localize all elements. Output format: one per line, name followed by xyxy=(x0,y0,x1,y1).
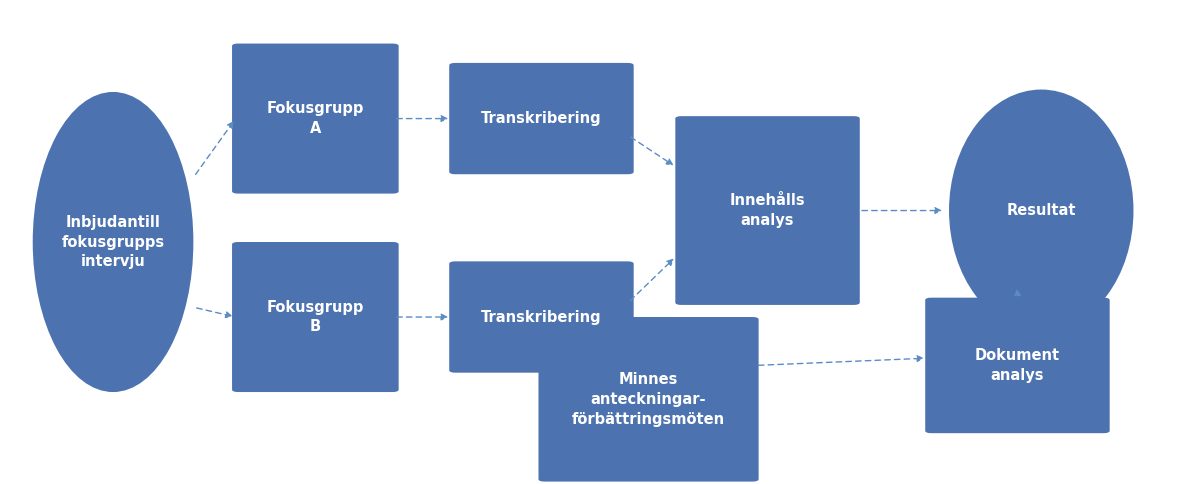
FancyBboxPatch shape xyxy=(450,63,633,174)
FancyBboxPatch shape xyxy=(232,44,399,194)
Ellipse shape xyxy=(32,92,193,392)
FancyBboxPatch shape xyxy=(232,242,399,392)
Text: Inbjudantill
fokusgrupps
intervju: Inbjudantill fokusgrupps intervju xyxy=(62,215,164,269)
Text: Transkribering: Transkribering xyxy=(481,310,602,324)
Text: Minnes
anteckningar-
förbättringsmöten: Minnes anteckningar- förbättringsmöten xyxy=(572,372,725,426)
Text: Resultat: Resultat xyxy=(1007,203,1076,218)
Ellipse shape xyxy=(950,90,1133,332)
FancyBboxPatch shape xyxy=(450,261,633,373)
Text: Fokusgrupp
A: Fokusgrupp A xyxy=(267,101,364,136)
Text: Dokument
analys: Dokument analys xyxy=(975,348,1060,383)
Text: Transkribering: Transkribering xyxy=(481,111,602,126)
Text: Fokusgrupp
B: Fokusgrupp B xyxy=(267,300,364,334)
FancyBboxPatch shape xyxy=(539,317,759,482)
Text: Innehålls
analys: Innehålls analys xyxy=(729,193,806,228)
FancyBboxPatch shape xyxy=(926,298,1109,433)
FancyBboxPatch shape xyxy=(676,116,860,305)
